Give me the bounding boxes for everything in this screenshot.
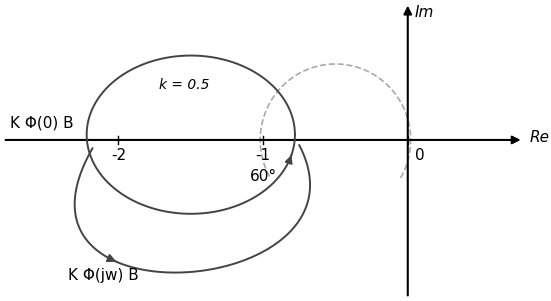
Text: Re: Re bbox=[530, 130, 549, 145]
Text: -1: -1 bbox=[256, 148, 271, 163]
Text: K Φ(jw) B: K Φ(jw) B bbox=[68, 268, 139, 283]
Text: -2: -2 bbox=[111, 148, 126, 163]
Text: K Φ(0) B: K Φ(0) B bbox=[10, 116, 74, 131]
Text: Im: Im bbox=[415, 5, 434, 20]
Text: k = 0.5: k = 0.5 bbox=[159, 78, 209, 92]
Text: 0: 0 bbox=[415, 148, 425, 163]
Text: 60°: 60° bbox=[250, 169, 277, 185]
